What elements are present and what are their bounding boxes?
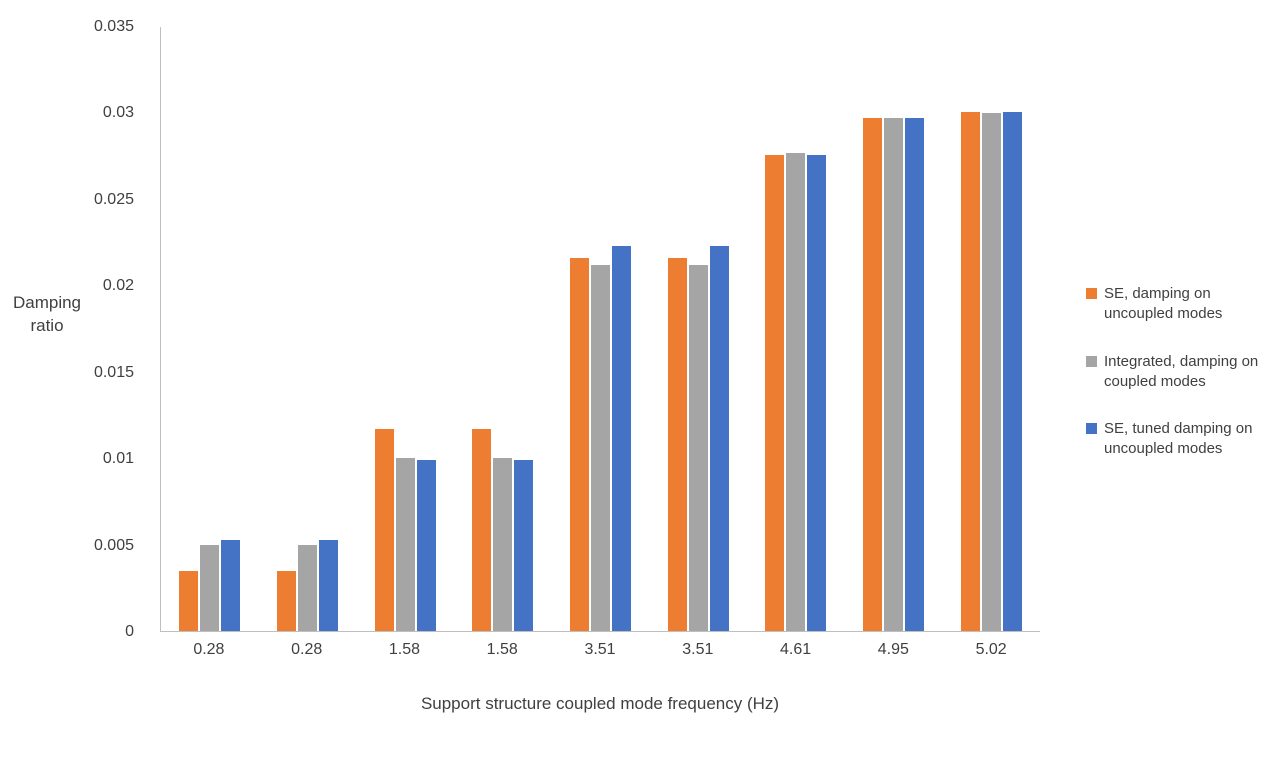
bar-series-1 xyxy=(688,265,708,631)
bar-series-0 xyxy=(765,154,785,631)
legend-label: SE, tuned damping on uncoupled modes xyxy=(1104,420,1253,458)
x-tick-label: 4.61 xyxy=(780,641,812,658)
bar-series-1 xyxy=(981,113,1001,631)
x-tick-label: 0.28 xyxy=(193,641,225,658)
bar-series-1 xyxy=(786,152,806,631)
legend-marker-icon xyxy=(1086,423,1097,434)
plot-area xyxy=(160,27,1040,632)
bar-series-2 xyxy=(807,154,827,631)
legend-marker-icon xyxy=(1086,355,1097,367)
legend-label: Integrated, damping on coupled modes xyxy=(1104,352,1259,390)
bar-group xyxy=(356,27,454,631)
y-tick-label: 0.03 xyxy=(102,104,134,122)
x-tick-label: 4.95 xyxy=(877,641,909,658)
bar-series-1 xyxy=(591,265,611,631)
bar-group xyxy=(161,27,259,631)
y-tick-label: 0 xyxy=(125,623,134,640)
x-tick-label: 1.58 xyxy=(486,641,518,658)
legend-label: SE, damping on uncoupled modes xyxy=(1104,285,1223,323)
legend-item: SE, damping on uncoupled modes xyxy=(1086,284,1278,325)
bar-series-2 xyxy=(514,460,534,631)
y-tick-label: 0.035 xyxy=(93,18,134,35)
bar-group xyxy=(259,27,357,631)
bar-series-2 xyxy=(905,118,925,631)
x-tick-label: 0.28 xyxy=(291,641,323,658)
bar-series-2 xyxy=(1002,111,1022,631)
legend: SE, damping on uncoupled modes Integrated… xyxy=(1086,284,1278,460)
bar-series-2 xyxy=(709,246,729,631)
x-tick-label: 1.58 xyxy=(388,641,421,658)
bar-series-0 xyxy=(179,570,199,631)
x-axis-title: Support structure coupled mode frequency… xyxy=(420,694,780,713)
bar-group xyxy=(942,27,1040,631)
x-tick-label: 5.02 xyxy=(975,641,1007,658)
bar-group xyxy=(649,27,747,631)
y-axis-ticks: 0 0.005 0.01 0.015 0.02 0.025 0.03 0.035 xyxy=(0,18,146,640)
bar-series-1 xyxy=(884,118,904,631)
bar-series-0 xyxy=(863,118,883,631)
bar-series-1 xyxy=(298,544,317,631)
bar-group xyxy=(552,27,650,631)
y-tick-label: 0.025 xyxy=(93,190,134,208)
y-tick-label: 0.02 xyxy=(102,277,134,295)
legend-item: Integrated, damping on coupled modes xyxy=(1086,352,1278,393)
bar-series-2 xyxy=(612,246,632,631)
bar-group xyxy=(454,27,552,631)
y-axis-title: Damping ratio xyxy=(12,293,82,335)
x-tick-label: 3.51 xyxy=(682,641,714,658)
bar-series-0 xyxy=(960,111,980,631)
bar-series-2 xyxy=(221,539,241,631)
bar-series-1 xyxy=(493,458,513,631)
bar-series-0 xyxy=(472,429,492,631)
bar-group xyxy=(747,27,845,631)
x-axis-ticks: 0.28 0.28 1.58 1.58 3.51 3.51 4.61 4.95 5.02 xyxy=(160,641,1040,659)
legend-marker-icon xyxy=(1086,288,1097,299)
bar-group xyxy=(845,27,943,631)
legend-item: SE, tuned damping on uncoupled modes xyxy=(1086,419,1278,460)
y-tick-label: 0.015 xyxy=(93,363,134,381)
bar-series-1 xyxy=(200,544,220,631)
y-tick-label: 0.005 xyxy=(93,536,134,554)
bar-series-0 xyxy=(667,258,687,631)
bar-series-2 xyxy=(416,460,436,631)
bar-series-0 xyxy=(570,258,590,631)
bar-series-2 xyxy=(319,539,338,631)
y-tick-label: 0.01 xyxy=(102,450,134,468)
bar-series-1 xyxy=(395,458,415,631)
bar-series-0 xyxy=(374,429,394,631)
bar-series-0 xyxy=(277,570,296,631)
x-tick-label: 3.51 xyxy=(584,641,616,658)
